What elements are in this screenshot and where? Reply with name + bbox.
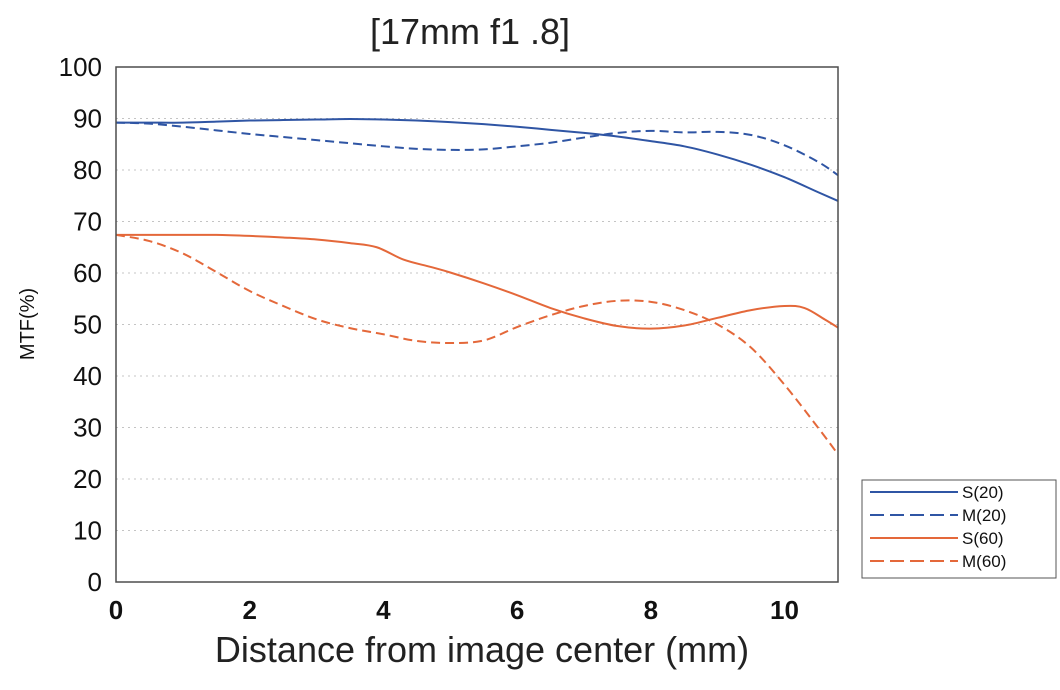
x-tick-label: 2 [242, 595, 256, 625]
y-tick-label: 30 [73, 413, 102, 443]
y-tick-label: 100 [59, 52, 102, 82]
legend: S(20) M(20) S(60) M(60) [861, 479, 1057, 579]
plot-frame [115, 66, 839, 583]
x-tick-label: 0 [109, 595, 123, 625]
series-line-s60 [115, 233, 839, 330]
x-tick-label: 4 [376, 595, 391, 625]
x-tick-label: 10 [770, 595, 799, 625]
y-tick-label: 10 [73, 516, 102, 546]
x-axis-label: Distance from image center (mm) [215, 629, 749, 670]
y-tick-label: 20 [73, 464, 102, 494]
series-line-m60 [115, 233, 839, 455]
x-tick-label: 8 [644, 595, 658, 625]
y-tick-label: 60 [73, 258, 102, 288]
y-tick-label: 80 [73, 155, 102, 185]
legend-label: S(20) [962, 483, 1004, 502]
y-tick-label: 50 [73, 310, 102, 340]
legend-label: S(60) [962, 529, 1004, 548]
series-line-s20 [115, 118, 839, 202]
y-tick-label: 70 [73, 207, 102, 237]
legend-label: M(60) [962, 552, 1006, 571]
series-lines [115, 118, 839, 455]
legend-box [861, 479, 1057, 579]
x-axis-ticks: 0 2 4 6 8 10 [109, 595, 799, 625]
x-tick-label: 6 [510, 595, 524, 625]
chart-title: [17mm f1 .8] [370, 11, 570, 52]
y-tick-label: 40 [73, 361, 102, 391]
grid-lines [116, 118, 838, 531]
series-line-m20 [115, 121, 839, 176]
y-tick-label: 90 [73, 104, 102, 134]
y-axis-ticks: 0 10 20 30 40 50 60 70 80 90 100 [59, 52, 102, 597]
y-tick-label: 0 [88, 567, 102, 597]
y-axis-label: MTF(%) [17, 288, 39, 360]
legend-items: S(20) M(20) S(60) M(60) [870, 483, 1006, 571]
legend-label: M(20) [962, 506, 1006, 525]
